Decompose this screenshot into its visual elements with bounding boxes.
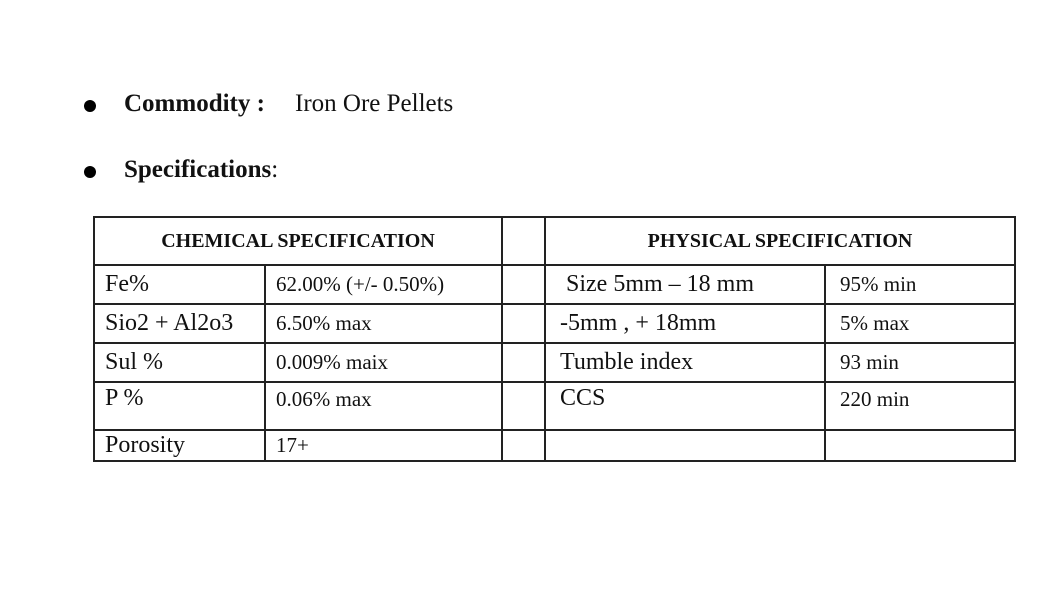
chem-value-cell: 0.06% max — [264, 381, 503, 431]
spacer-cell — [501, 429, 546, 462]
phys-param-cell: Size 5mm – 18 mm — [544, 264, 826, 305]
chemical-spec-header: CHEMICAL SPECIFICATION — [93, 216, 503, 266]
spacer-cell — [501, 342, 546, 383]
chem-param-cell: Fe% — [93, 264, 266, 305]
chem-value-cell: 0.009% maix — [264, 342, 503, 383]
bullet-icon — [84, 166, 96, 178]
phys-param-cell: -5mm , + 18mm — [544, 303, 826, 344]
phys-param-cell: Tumble index — [544, 342, 826, 383]
chem-param-cell: P % — [93, 381, 266, 431]
spacer-cell — [501, 381, 546, 431]
phys-value-cell: 93 min — [824, 342, 1016, 383]
physical-spec-header: PHYSICAL SPECIFICATION — [544, 216, 1016, 266]
table-row: P % 0.06% max CCS 220 min — [93, 381, 1016, 431]
specifications-colon: : — [271, 156, 279, 183]
commodity-value: Iron Ore Pellets — [295, 90, 454, 117]
chem-param-cell: Sio2 + Al2o3 — [93, 303, 266, 344]
phys-value-cell — [824, 429, 1016, 462]
phys-param-cell: CCS — [544, 381, 826, 431]
commodity-label: Commodity : — [124, 90, 265, 117]
bullet-icon — [84, 100, 96, 112]
phys-param-cell — [544, 429, 826, 462]
specifications-label: Specifications: — [124, 156, 278, 184]
spacer-cell — [501, 216, 546, 266]
spacer-cell — [501, 264, 546, 305]
table-row: Sio2 + Al2o3 6.50% max -5mm , + 18mm 5% … — [93, 303, 1016, 344]
table-row: Porosity 17+ — [93, 429, 1016, 462]
specifications-text: Specifications — [124, 156, 272, 183]
spacer-cell — [501, 303, 546, 344]
table-row: Fe% 62.00% (+/- 0.50%) Size 5mm – 18 mm … — [93, 264, 1016, 305]
chem-value-cell: 62.00% (+/- 0.50%) — [264, 264, 503, 305]
phys-value-cell: 220 min — [824, 381, 1016, 431]
chem-value-cell: 6.50% max — [264, 303, 503, 344]
phys-value-cell: 5% max — [824, 303, 1016, 344]
chem-param-cell: Porosity — [93, 429, 266, 462]
chem-param-cell: Sul % — [93, 342, 266, 383]
commodity-line: Commodity : Iron Ore Pellets — [0, 86, 900, 126]
table-row: Sul % 0.009% maix Tumble index 93 min — [93, 342, 1016, 383]
chem-value-cell: 17+ — [264, 429, 503, 462]
specifications-line: Specifications: — [0, 152, 900, 192]
phys-value-cell: 95% min — [824, 264, 1016, 305]
table-header-row: CHEMICAL SPECIFICATION PHYSICAL SPECIFIC… — [93, 216, 1016, 266]
specification-table: CHEMICAL SPECIFICATION PHYSICAL SPECIFIC… — [93, 216, 1016, 462]
